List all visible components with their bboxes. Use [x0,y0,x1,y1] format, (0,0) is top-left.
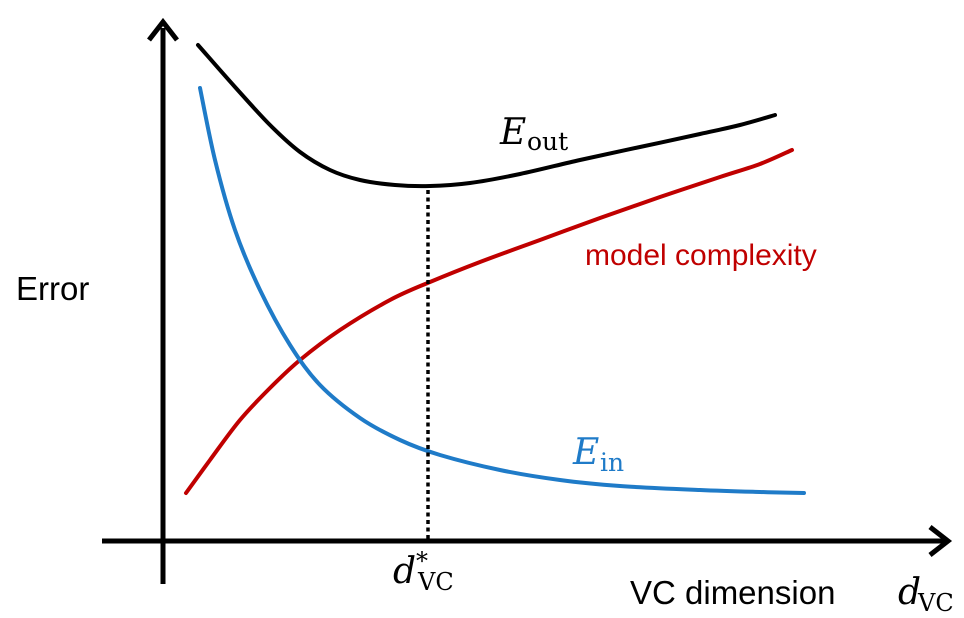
optimum-label-sup: * [416,547,428,575]
optimum-label-sub: VC [417,568,454,596]
e-in-label-var: E [572,432,599,473]
series-label-model-complexity: model complexity [585,239,817,272]
series-e-out-line [196,43,777,189]
y-axis-label: Error [16,270,89,307]
optimum-label: d * VC [393,547,454,596]
series-model-complexity-line [184,148,794,495]
e-out-label-var: E [499,112,526,153]
y-axis-arrowhead [147,17,179,42]
series-e-in-line [198,86,806,495]
x-axis-label: VC dimension d VC [630,572,954,617]
e-in-label-sub: in [600,448,624,477]
e-out-label-sub: out [527,127,568,156]
series-label-e-in: E in [572,432,624,477]
x-axis-label-sub: VC [917,589,954,617]
x-axis-label-text: VC dimension [630,574,835,611]
x-axis-arrowhead [928,525,953,557]
x-axis-label-var: d [898,572,921,613]
optimum-label-var: d [393,551,416,592]
axes [102,17,953,584]
series-label-e-out: E out [499,112,568,156]
